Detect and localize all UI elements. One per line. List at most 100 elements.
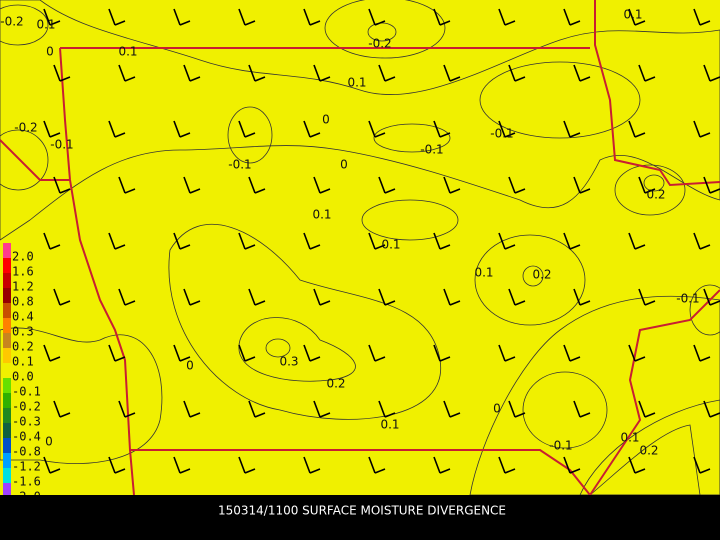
legend-swatch (3, 243, 11, 258)
contour-label: 0.1 (312, 208, 331, 222)
legend-label: 0.2 (12, 340, 34, 354)
legend-label: 0.1 (12, 355, 34, 369)
wind-barb (53, 288, 71, 306)
contour-label: -0.2 (14, 121, 37, 135)
footer-bar (0, 495, 720, 540)
legend-label: -0.8 (12, 445, 41, 459)
legend-label: 0.4 (12, 310, 34, 324)
wind-barb (238, 8, 256, 26)
wind-barb (183, 400, 201, 418)
wind-barb (313, 64, 331, 82)
field-green (0, 0, 720, 496)
wind-barbs (43, 8, 720, 474)
wind-barb (628, 232, 646, 250)
legend-label: -0.4 (12, 430, 41, 444)
wind-barb (628, 8, 646, 26)
wind-barb (183, 288, 201, 306)
legend-label: -0.2 (12, 400, 41, 414)
wind-barb (628, 120, 646, 138)
wind-barb (563, 456, 581, 474)
wind-barb (433, 8, 451, 26)
legend-label: 1.2 (12, 280, 34, 294)
contour-label: -0.1 (676, 292, 699, 306)
contour-label: 0.2 (326, 377, 345, 391)
contour-label: 0 (322, 113, 330, 127)
wind-barb (238, 456, 256, 474)
wind-barb (573, 64, 591, 82)
wind-barb (43, 456, 61, 474)
wind-barb (498, 232, 516, 250)
contour-label: 0 (186, 359, 194, 373)
wind-barb (433, 456, 451, 474)
contour-label: 0.1 (623, 8, 642, 22)
legend-swatch (3, 318, 11, 333)
wind-barb (248, 176, 266, 194)
wind-barb (508, 400, 526, 418)
wind-barb (118, 176, 136, 194)
contour-label: -0.1 (549, 439, 572, 453)
wind-barb (173, 344, 191, 362)
wind-barb (183, 64, 201, 82)
wind-barb (173, 120, 191, 138)
wind-barb (703, 64, 720, 82)
legend-label: -0.3 (12, 415, 41, 429)
field-brown (238, 22, 701, 496)
field-orange (168, 0, 720, 496)
contour-label: 0 (340, 158, 348, 172)
wind-barb (238, 344, 256, 362)
wind-barb (368, 456, 386, 474)
legend-label: -0.1 (12, 385, 41, 399)
wind-barb (43, 8, 61, 26)
wind-barb (368, 8, 386, 26)
wind-barb (498, 344, 516, 362)
wind-barb (433, 344, 451, 362)
contour-label: 0 (45, 435, 53, 449)
contour-label: 0.1 (118, 45, 137, 59)
contour-label: 0.1 (381, 238, 400, 252)
wind-barb (563, 344, 581, 362)
wind-barb (563, 8, 581, 26)
wind-barb (53, 64, 71, 82)
wind-barb (248, 400, 266, 418)
wind-barb (378, 176, 396, 194)
contour-label: 0.1 (620, 431, 639, 445)
wind-barb (43, 232, 61, 250)
wind-barb (693, 120, 711, 138)
legend-swatch (3, 438, 11, 453)
wind-barb (248, 64, 266, 82)
wind-barb (433, 232, 451, 250)
legend-label: 1.6 (12, 265, 34, 279)
contour-labels: -0.2 0.10 0.1-0.20.10.10-0.2-0.1-0.1 0-0.1-… (0, 8, 699, 458)
wind-barb (303, 8, 321, 26)
contour-label: 0 (46, 45, 54, 59)
wind-barb (173, 232, 191, 250)
legend: 2.01.61.20.80.40.30.20.10.0-0.1-0.2-0.3-… (3, 243, 41, 504)
legend-swatch (3, 408, 11, 423)
contour-label: -0.1 (228, 158, 251, 172)
wind-barb (628, 456, 646, 474)
legend-swatch (3, 348, 11, 363)
wind-barb (43, 120, 61, 138)
legend-swatch (3, 288, 11, 303)
wind-barb (303, 120, 321, 138)
wind-barb (368, 120, 386, 138)
contour-label: 0.2 (639, 444, 658, 458)
wind-barb (43, 344, 61, 362)
legend-swatch (3, 468, 11, 483)
wind-barb (118, 400, 136, 418)
wind-barb (703, 288, 720, 306)
footer-title: 150314/1100 SURFACE MOISTURE DIVERGENCE (218, 504, 506, 518)
wind-barb (638, 400, 656, 418)
contour-label: -0.2 (0, 15, 23, 29)
contour-label: 0.3 (279, 355, 298, 369)
legend-label: 2.0 (12, 250, 34, 264)
legend-label: 0.3 (12, 325, 34, 339)
wind-barb (118, 64, 136, 82)
wind-barb (368, 344, 386, 362)
wind-barb (173, 456, 191, 474)
legend-swatch (3, 393, 11, 408)
wind-barb (173, 8, 191, 26)
wind-barb (303, 232, 321, 250)
wind-barb (498, 8, 516, 26)
